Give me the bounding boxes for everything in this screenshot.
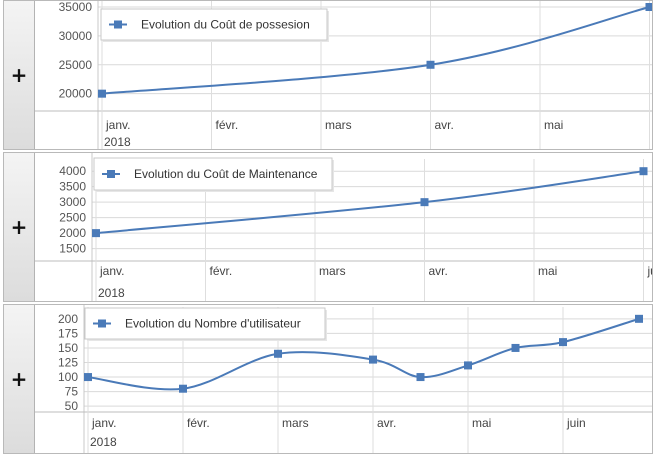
series-line: [95, 170, 644, 235]
x-tick-label: mai: [472, 416, 491, 430]
series-line: [87, 317, 640, 391]
data-point: [98, 89, 106, 98]
x-tick-label: févr.: [187, 416, 210, 430]
y-tick-label: 35000: [59, 1, 93, 14]
legend-label: Evolution du Coût de possesion: [141, 18, 310, 32]
x-year-label: 2018: [98, 286, 125, 300]
chart-panel-user-count: + 50 75 100 125 150 175 200 janv. févr. mars avr. m…: [3, 304, 653, 454]
legend: Evolution du Coût de possesion: [100, 8, 329, 42]
x-tick-label: janv.: [99, 264, 124, 278]
x-year-label: 2018: [90, 435, 117, 449]
x-year-label: 2018: [104, 135, 131, 149]
line-chart-cost-of-ownership: 20000 25000 30000 35000 janv. févr. mars avr. ma…: [35, 1, 652, 149]
expand-button[interactable]: +: [4, 305, 35, 453]
plus-icon: +: [10, 367, 28, 391]
x-tick-label: mai: [538, 264, 557, 278]
y-gridlines: [84, 318, 652, 407]
data-point: [92, 229, 100, 238]
legend-box: [100, 8, 328, 41]
x-tick-label: févr.: [216, 118, 239, 132]
x-tick-label: févr.: [210, 264, 233, 278]
legend-label: Evolution du Coût de Maintenance: [134, 167, 318, 181]
x-tick-label: janv.: [105, 118, 130, 132]
x-tick-label: avr.: [435, 118, 454, 132]
x-tick-label: mars: [319, 264, 346, 278]
y-tick-label: 3000: [59, 195, 86, 209]
legend-label: Evolution du Nombre d'utilisateur: [125, 317, 301, 331]
data-point: [635, 314, 643, 323]
data-point: [426, 60, 435, 69]
legend: Evolution du Nombre d'utilisateur: [84, 307, 327, 341]
expand-button[interactable]: +: [4, 153, 35, 301]
data-point: [559, 338, 567, 347]
y-tick-label: 150: [58, 341, 78, 355]
y-tick-label: 2500: [59, 211, 86, 225]
plus-icon: +: [10, 215, 28, 239]
y-tick-label: 75: [65, 385, 79, 399]
x-tick-label: mars: [282, 416, 309, 430]
expand-button[interactable]: +: [4, 1, 35, 149]
legend-box: [84, 307, 326, 340]
y-tick-label: 30000: [59, 29, 93, 43]
x-tick-label: juin: [647, 264, 653, 278]
y-tick-label: 20000: [59, 87, 93, 101]
data-point: [179, 384, 187, 393]
y-tick-label: 50: [65, 399, 79, 413]
series-line: [101, 6, 650, 95]
y-tick-label: 25000: [59, 58, 93, 72]
data-point: [84, 373, 92, 382]
y-tick-label: 4000: [59, 164, 86, 178]
legend-box: [93, 157, 333, 191]
y-tick-label: 125: [58, 356, 78, 370]
chart-panel-maintenance-cost: + 1500 2000 2500 3000 3500 4000 janv. févr. mars…: [3, 152, 653, 302]
y-tick-label: 2000: [59, 226, 86, 240]
x-tick-label: juin: [566, 416, 586, 430]
y-tick-label: 175: [58, 326, 78, 340]
data-point: [511, 343, 520, 352]
plus-icon: +: [10, 63, 28, 87]
data-point: [416, 373, 425, 382]
x-tick-label: janv.: [91, 416, 116, 430]
x-tick-label: mai: [544, 118, 563, 132]
data-point: [420, 198, 429, 207]
x-tick-label: mars: [325, 118, 352, 132]
legend-marker: [98, 319, 106, 328]
y-tick-label: 100: [58, 370, 78, 384]
legend-marker: [107, 170, 115, 178]
x-tick-label: avr.: [377, 416, 396, 430]
y-tick-label: 200: [58, 312, 78, 326]
data-point: [274, 349, 282, 358]
data-point: [639, 167, 648, 176]
data-point: [645, 3, 652, 11]
chart-panel-cost-of-ownership: + 20000 25000 30000 35000 janv. févr. mars avr.…: [3, 0, 653, 150]
data-point: [369, 355, 377, 364]
y-tick-label: 3500: [59, 180, 86, 194]
y-tick-label: 1500: [59, 242, 86, 256]
legend: Evolution du Coût de Maintenance: [93, 157, 334, 192]
data-point: [464, 361, 472, 370]
x-tick-label: avr.: [429, 264, 448, 278]
legend-marker: [114, 20, 122, 29]
